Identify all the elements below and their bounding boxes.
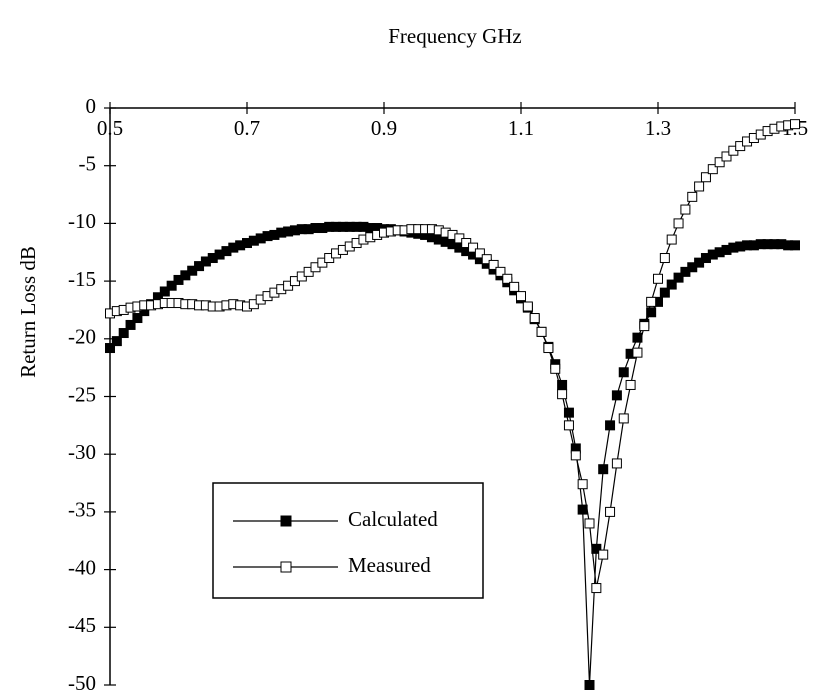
y-tick-label: 0: [86, 94, 97, 118]
marker: [611, 390, 622, 401]
marker: [529, 313, 540, 324]
x-tick-label: 1.1: [508, 116, 534, 140]
marker: [557, 379, 568, 390]
marker: [550, 363, 561, 374]
y-tick-label: -5: [79, 152, 97, 176]
marker: [666, 279, 677, 290]
y-tick-label: -25: [68, 382, 96, 406]
y-axis-label: Return Loss dB: [16, 246, 40, 378]
marker: [543, 343, 554, 354]
marker: [166, 280, 177, 291]
y-tick-label: -40: [68, 555, 96, 579]
marker: [646, 307, 657, 318]
legend-marker: [280, 561, 292, 573]
marker: [653, 273, 663, 284]
marker: [687, 191, 698, 202]
marker: [502, 273, 513, 284]
marker: [132, 313, 143, 324]
marker: [598, 464, 609, 475]
marker: [700, 172, 711, 183]
y-tick-label: -30: [68, 440, 96, 464]
marker: [790, 119, 800, 130]
x-tick-label: 0.5: [97, 116, 123, 140]
chart-title: Frequency GHz: [388, 24, 522, 48]
marker: [714, 157, 725, 168]
marker: [111, 336, 122, 347]
marker: [468, 242, 479, 253]
marker: [125, 319, 136, 330]
marker: [680, 204, 691, 215]
marker: [481, 254, 492, 265]
y-tick-label: -50: [68, 671, 96, 693]
marker: [577, 479, 588, 490]
marker: [639, 321, 650, 332]
marker: [659, 287, 670, 298]
marker: [673, 218, 684, 229]
y-tick-label: -35: [68, 498, 96, 522]
marker: [632, 347, 643, 358]
marker: [516, 291, 526, 302]
marker: [694, 181, 705, 192]
marker: [721, 151, 732, 162]
marker: [707, 164, 718, 175]
marker: [598, 549, 609, 560]
marker: [105, 343, 115, 354]
legend-marker: [280, 515, 292, 527]
marker: [488, 259, 499, 270]
x-tick-label: 1.3: [645, 116, 671, 140]
marker: [474, 248, 485, 259]
marker: [563, 420, 574, 431]
marker: [557, 389, 568, 400]
marker: [611, 458, 622, 469]
marker: [509, 281, 520, 292]
marker: [646, 296, 657, 307]
marker: [666, 234, 677, 245]
marker: [118, 328, 129, 339]
marker: [495, 266, 506, 277]
y-tick-label: -10: [68, 209, 96, 233]
y-tick-label: -20: [68, 325, 96, 349]
y-tick-label: -15: [68, 267, 96, 291]
marker: [536, 326, 547, 337]
marker: [570, 450, 581, 461]
marker: [584, 518, 595, 529]
marker: [159, 286, 170, 297]
marker: [563, 407, 574, 418]
marker: [632, 332, 643, 343]
marker: [605, 420, 616, 431]
series-line: [109, 226, 795, 686]
marker: [591, 583, 602, 594]
legend-label: Calculated: [348, 507, 438, 531]
legend-box: [212, 482, 484, 599]
marker: [522, 301, 533, 312]
marker: [618, 367, 629, 378]
y-tick-label: -45: [68, 613, 96, 637]
legend-label: Measured: [348, 553, 431, 577]
marker: [577, 504, 588, 515]
marker: [659, 253, 670, 264]
marker: [790, 240, 800, 251]
marker: [618, 413, 629, 424]
marker: [625, 379, 636, 390]
marker: [591, 543, 602, 554]
marker: [673, 272, 684, 283]
x-tick-label: 0.7: [234, 116, 260, 140]
marker: [584, 680, 595, 690]
marker: [605, 506, 616, 517]
x-tick-label: 0.9: [371, 116, 397, 140]
